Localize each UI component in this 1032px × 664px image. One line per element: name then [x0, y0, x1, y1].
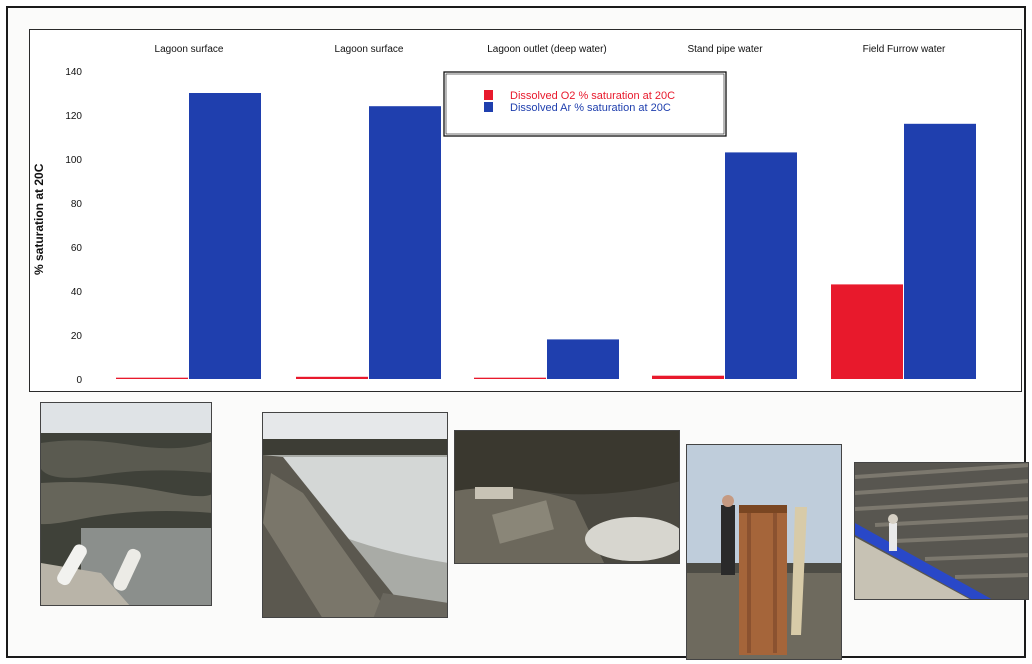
y-tick-label: 100	[65, 155, 82, 166]
category-label: Lagoon outlet (deep water)	[487, 44, 607, 55]
y-tick-label: 40	[71, 287, 83, 298]
figure-frame: % saturation at 20C 0 20 40 60 80 100 120 140 L…	[6, 6, 1029, 660]
y-axis-label: % saturation at 20C	[32, 163, 46, 275]
legend-swatch-ar	[484, 102, 493, 112]
o2-bar-4	[652, 375, 724, 379]
y-tick-label: 0	[76, 375, 82, 386]
y-tick-label: 140	[65, 67, 82, 78]
category-label: Lagoon surface	[335, 44, 404, 55]
stand-pipe-photo	[686, 444, 842, 660]
legend-label-ar: Dissolved Ar % saturation at 20C	[510, 102, 671, 114]
ar-bar-1	[189, 93, 261, 379]
o2-bar-3	[474, 377, 546, 379]
ar-bar-4	[725, 152, 797, 379]
legend-swatch-o2	[484, 90, 493, 100]
ar-bar-2	[369, 106, 441, 379]
category-label: Stand pipe water	[687, 44, 763, 55]
bar-chart: % saturation at 20C 0 20 40 60 80 100 120 140 L…	[29, 29, 1022, 392]
chart-canvas: % saturation at 20C 0 20 40 60 80 100 120 140 L…	[32, 44, 976, 386]
lagoon-outlet-photo	[454, 430, 680, 564]
bar-series	[116, 93, 976, 379]
y-tick-label: 80	[71, 199, 83, 210]
o2-bar-5	[831, 284, 903, 379]
category-label: Field Furrow water	[863, 44, 946, 55]
y-tick-label: 120	[65, 111, 82, 122]
lagoon-surface-embankment-photo	[262, 412, 448, 618]
category-labels: Lagoon surface Lagoon surface Lagoon outle…	[155, 44, 947, 55]
category-label: Lagoon surface	[155, 44, 224, 55]
y-tick-label: 20	[71, 331, 83, 342]
ar-bar-5	[904, 123, 976, 379]
o2-bar-1	[116, 377, 188, 379]
lagoon-surface-pipes-photo	[40, 402, 212, 606]
y-axis-ticks: 0 20 40 60 80 100 120 140	[65, 67, 82, 386]
legend: Dissolved O2 % saturation at 20C Dissolv…	[443, 71, 727, 137]
legend-label-o2: Dissolved O2 % saturation at 20C	[510, 90, 675, 102]
o2-bar-2	[296, 376, 368, 379]
y-tick-label: 60	[71, 243, 83, 254]
ar-bar-3	[547, 339, 619, 379]
field-furrow-photo	[854, 462, 1029, 600]
